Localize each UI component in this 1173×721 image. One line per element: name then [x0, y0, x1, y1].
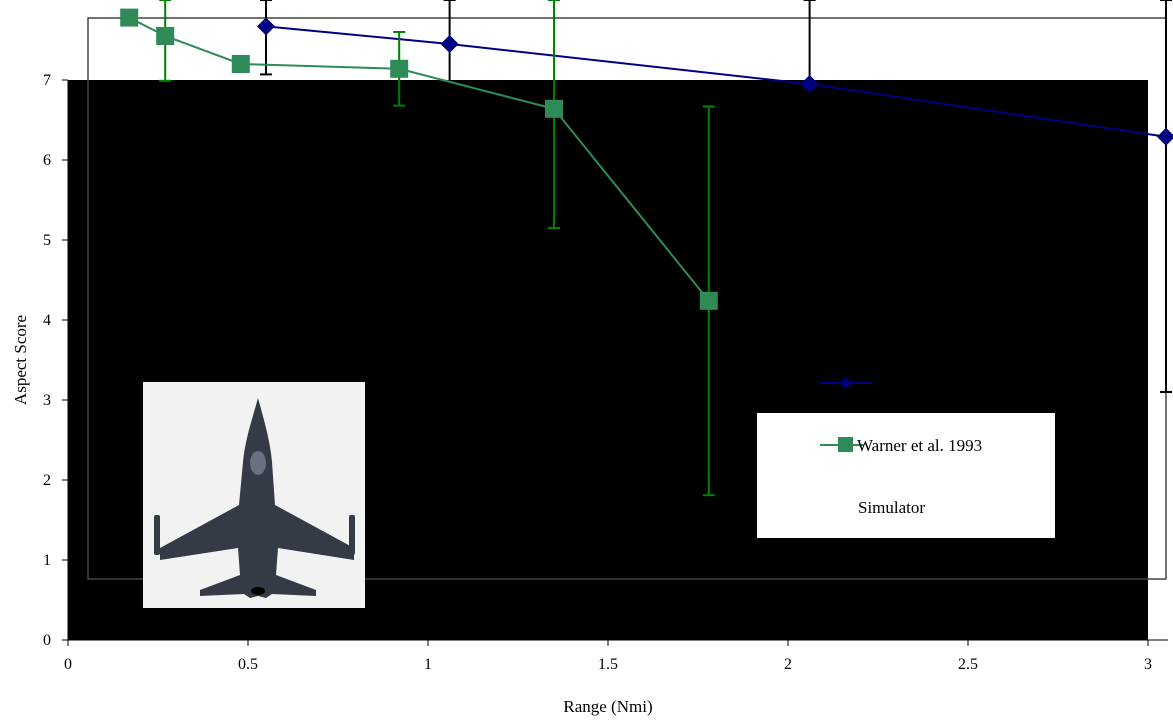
- data-point-square: [699, 291, 718, 310]
- legend-label-warner: Warner et al. 1993: [857, 436, 982, 455]
- data-point-diamond: [440, 35, 459, 53]
- y-axis-title: Aspect Score: [11, 315, 30, 405]
- y-tick-label: 3: [43, 392, 51, 409]
- aircraft-inset-image: [143, 382, 365, 608]
- y-tick-label: 2: [43, 472, 51, 489]
- jet-aircraft-top-view-icon: [154, 398, 355, 598]
- x-tick-label: 1: [424, 656, 432, 673]
- y-tick-label: 0: [43, 632, 51, 649]
- data-point-square: [390, 59, 409, 78]
- legend-entry-series-1: [820, 377, 872, 389]
- y-tick-label: 7: [43, 72, 51, 89]
- series-line: [265, 25, 1167, 138]
- data-point-square: [545, 99, 563, 118]
- x-tick-label: 3: [1144, 656, 1152, 673]
- x-tick-label: 2: [784, 656, 792, 673]
- axes: 0 0.5 1 1.5 2 2.5 3 0 1 2 3 4 5 6 7 Range (Nmi) Aspect S…: [11, 72, 1168, 716]
- legend-caption: Simulator: [858, 498, 925, 517]
- y-tick-label: 1: [43, 552, 51, 569]
- y-tick-label: 6: [43, 152, 51, 169]
- data-point-square: [231, 55, 250, 73]
- x-axis-title: Range (Nmi): [563, 697, 652, 716]
- y-tick-label: 4: [43, 312, 51, 329]
- data-point-diamond: [800, 75, 819, 93]
- series-1: [257, 0, 1173, 393]
- data-point-square: [120, 8, 139, 27]
- y-tick-label: 5: [43, 232, 51, 249]
- series-2: [120, 0, 718, 497]
- x-tick-label: 2.5: [958, 656, 978, 673]
- x-tick-label: 0: [64, 656, 72, 673]
- x-tick-label: 1.5: [598, 656, 618, 673]
- legend-entry-warner: Warner et al. 1993: [820, 436, 982, 455]
- legend: Warner et al. 1993 Simulator: [757, 377, 1055, 538]
- data-point-square: [156, 27, 175, 45]
- data-point-diamond: [257, 17, 275, 36]
- data-point-diamond: [1157, 127, 1173, 146]
- x-tick-label: 0.5: [238, 656, 258, 673]
- legend-box: [757, 413, 1055, 538]
